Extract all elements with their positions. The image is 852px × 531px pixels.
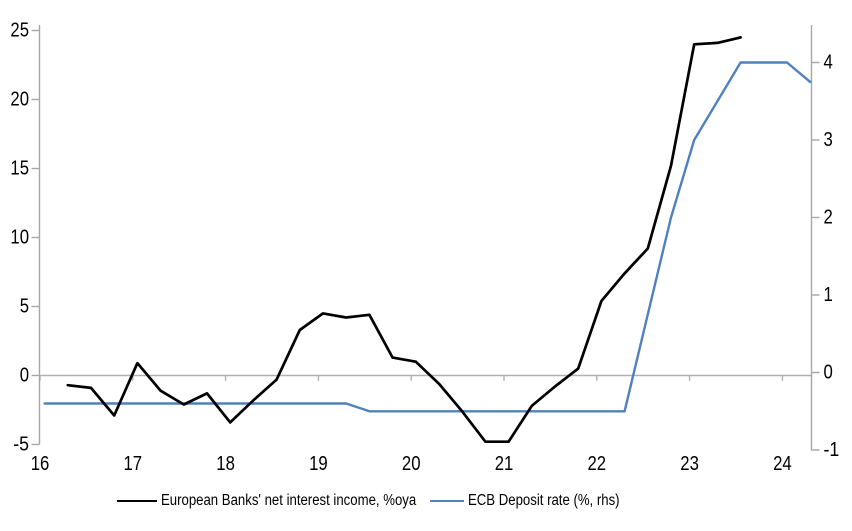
left-axis-tick-label: 25 <box>10 20 29 42</box>
left-axis-tick-label: 5 <box>20 296 29 318</box>
legend-line-sample-blue <box>430 499 464 503</box>
x-axis-tick-label: 19 <box>309 453 328 475</box>
legend-label-nii: European Banks' net interest income, %oy… <box>161 492 417 509</box>
x-axis-tick-label: 21 <box>495 453 514 475</box>
x-axis-tick-label: 17 <box>124 453 143 475</box>
right-axis-tick-label: -1 <box>824 439 840 461</box>
x-axis-tick-label: 16 <box>31 453 50 475</box>
right-axis-tick-label: 1 <box>824 284 833 306</box>
right-axis-tick-label: 2 <box>824 207 833 229</box>
legend-item-ecb: ECB Deposit rate (%, rhs) <box>430 492 646 510</box>
x-axis-tick-label: 24 <box>773 453 792 475</box>
left-axis-tick-label: 15 <box>10 158 29 180</box>
x-axis-tick-label: 23 <box>680 453 699 475</box>
legend-line-sample-black <box>117 499 157 503</box>
left-axis-tick-label: 10 <box>10 227 29 249</box>
left-axis-tick-label: 0 <box>20 365 29 387</box>
series-net-interest-income-line <box>66 36 742 444</box>
left-axis-tick-label: 20 <box>10 89 29 111</box>
x-axis-tick-label: 20 <box>402 453 421 475</box>
legend-item-nii: European Banks' net interest income, %oy… <box>117 492 461 510</box>
x-axis-tick-label: 22 <box>588 453 607 475</box>
legend-label-ecb: ECB Deposit rate (%, rhs) <box>468 492 620 509</box>
series-ecb-deposit-rate-line <box>43 61 812 413</box>
right-axis-tick-label: 3 <box>824 129 833 151</box>
right-axis-tick-label: 0 <box>824 362 833 384</box>
right-axis-tick-label: 4 <box>824 52 833 74</box>
left-axis-tick-label: -5 <box>13 434 29 456</box>
x-axis-tick-label: 18 <box>216 453 235 475</box>
